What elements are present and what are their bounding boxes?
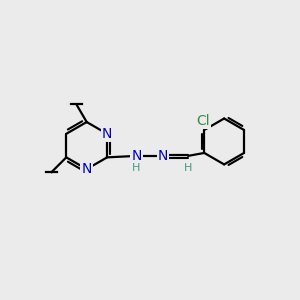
Text: N: N (158, 149, 168, 163)
Text: Cl: Cl (196, 114, 210, 128)
Text: H: H (184, 163, 192, 173)
Text: H: H (132, 163, 141, 173)
Text: N: N (131, 149, 142, 163)
Text: N: N (102, 127, 112, 141)
Text: N: N (82, 162, 92, 176)
